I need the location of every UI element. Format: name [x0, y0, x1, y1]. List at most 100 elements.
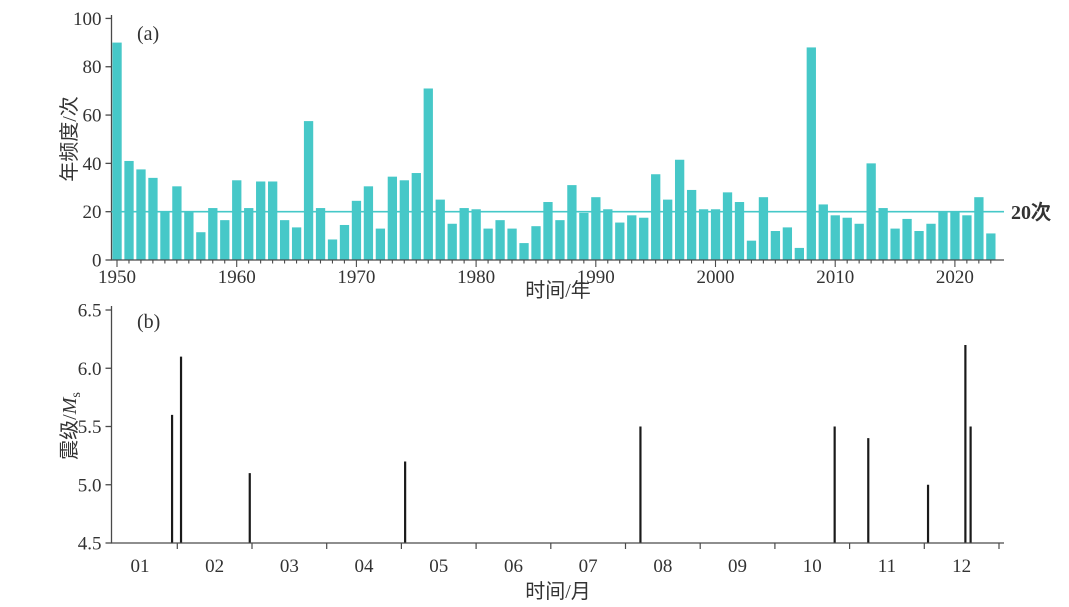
panel-b-axes: 4.5 5.0 5.5 6.0 6.5 01 02 03 04 05 06 07 08 09 10 11 12 [78, 302, 1004, 577]
bar-2006 [782, 227, 793, 260]
x-tick-label: 1960 [218, 267, 256, 288]
panel-a-y-axis-title: 年频度/次 [58, 96, 81, 182]
bar-1990 [591, 197, 601, 260]
bar-2014 [878, 208, 888, 260]
panel-a-label: (a) [137, 23, 159, 45]
bar-1994 [639, 217, 649, 260]
bar-2005 [770, 231, 781, 260]
x-tick-label: 1970 [337, 267, 375, 288]
y-tick-label: 0 [92, 251, 102, 272]
bar-2015 [890, 228, 900, 260]
y-tick-label: 20 [83, 202, 102, 223]
bar-1968 [327, 239, 338, 260]
y-tick-label: 4.5 [78, 534, 102, 555]
month-label: 07 [579, 556, 598, 577]
panel-a-annual-frequency-chart: 0 20 40 60 80 100 1950 1960 1970 1980 1990 2000 2010… [58, 9, 1051, 302]
y-tick-label: 80 [83, 57, 102, 78]
bar-1992 [615, 222, 625, 260]
bar-1995 [651, 174, 661, 260]
month-label: 10 [803, 556, 822, 577]
bar-1996 [663, 199, 673, 260]
x-tick-label: 1980 [457, 267, 495, 288]
bar-2008 [806, 47, 816, 260]
bar-1957 [196, 232, 206, 260]
bar-1953 [148, 177, 158, 260]
magnitude-symbol: M [59, 396, 81, 415]
month-label: 12 [952, 556, 971, 577]
bar-2020 [950, 211, 960, 260]
bar-1973 [387, 176, 398, 260]
x-tick-label: 2020 [936, 267, 974, 288]
bar-1987 [555, 220, 565, 260]
bar-1982 [495, 220, 505, 260]
bar-1985 [531, 226, 541, 260]
bar-1975 [411, 173, 421, 260]
bar-1954 [160, 211, 170, 260]
bar-2009 [818, 204, 828, 260]
bar-1959 [220, 220, 230, 260]
bar-1951 [124, 160, 134, 260]
bar-2007 [794, 247, 804, 260]
y-tick-label: 60 [83, 106, 102, 127]
x-tick-label: 2010 [816, 267, 854, 288]
panel-b-label: (b) [137, 311, 160, 333]
bar-1979 [459, 208, 469, 260]
bar-1969 [339, 224, 350, 260]
bar-1966 [303, 121, 314, 260]
y-tick-label: 5.0 [78, 475, 102, 496]
bar-1980 [471, 209, 481, 260]
month-label: 11 [878, 556, 896, 577]
bar-1976 [423, 88, 433, 261]
x-tick-label: 2000 [697, 267, 735, 288]
bar-1978 [447, 223, 457, 260]
bar-1993 [627, 215, 637, 260]
bar-1955 [172, 186, 182, 260]
bar-2019 [938, 211, 948, 260]
bar-2004 [758, 197, 769, 260]
bar-1986 [543, 202, 553, 260]
bar-1950 [112, 42, 122, 261]
month-label: 05 [429, 556, 448, 577]
bar-2016 [902, 218, 912, 260]
y-tick-label: 5.5 [78, 417, 102, 438]
bar-1972 [375, 228, 386, 260]
bar-2002 [734, 202, 745, 260]
bar-1967 [315, 208, 326, 260]
bar-2003 [746, 240, 757, 260]
bar-1998 [686, 189, 697, 260]
bar-2010 [830, 215, 840, 260]
bar-1963 [268, 181, 278, 260]
bar-2022 [974, 197, 984, 260]
bar-1970 [351, 200, 362, 260]
panel-b-y-axis-title: 震级/Ms [58, 392, 84, 460]
bar-1965 [291, 227, 302, 260]
bar-2011 [842, 217, 852, 260]
reference-line-label: 20次 [1011, 200, 1051, 224]
panel-a-axes: 0 20 40 60 80 100 1950 1960 1970 1980 1990 2000 2010… [73, 9, 1004, 288]
bar-1964 [279, 220, 290, 260]
month-label: 06 [504, 556, 523, 577]
panel-b-magnitude-stem-chart: 4.55.05.56.06.501 02 03 04 05 06 07 08 09 10 11 12 … [58, 302, 1004, 603]
x-tick-label: 1990 [577, 267, 615, 288]
bar-1981 [483, 228, 493, 260]
bar-2021 [962, 215, 972, 260]
y-tick-label: 6.5 [78, 302, 102, 322]
bar-2018 [926, 223, 936, 260]
x-tick-label: 1950 [98, 267, 136, 288]
panel-a-x-axis-title: 时间/年 [525, 279, 591, 302]
bar-1962 [256, 181, 266, 260]
bar-1960 [232, 180, 242, 260]
magnitude-stems [170, 344, 972, 543]
bar-2001 [722, 192, 733, 260]
bar-1997 [674, 159, 685, 260]
panel-b-x-axis-title: 时间/月 [525, 580, 591, 603]
month-label: 02 [205, 556, 224, 577]
bar-1958 [208, 208, 218, 260]
y-tick-label: 100 [73, 9, 102, 30]
month-label: 08 [653, 556, 672, 577]
y-tick-label: 40 [83, 154, 102, 175]
bar-1988 [567, 185, 577, 260]
bar-2023 [986, 233, 996, 260]
magnitude-subscript: s [69, 392, 84, 397]
month-label: 01 [130, 556, 149, 577]
